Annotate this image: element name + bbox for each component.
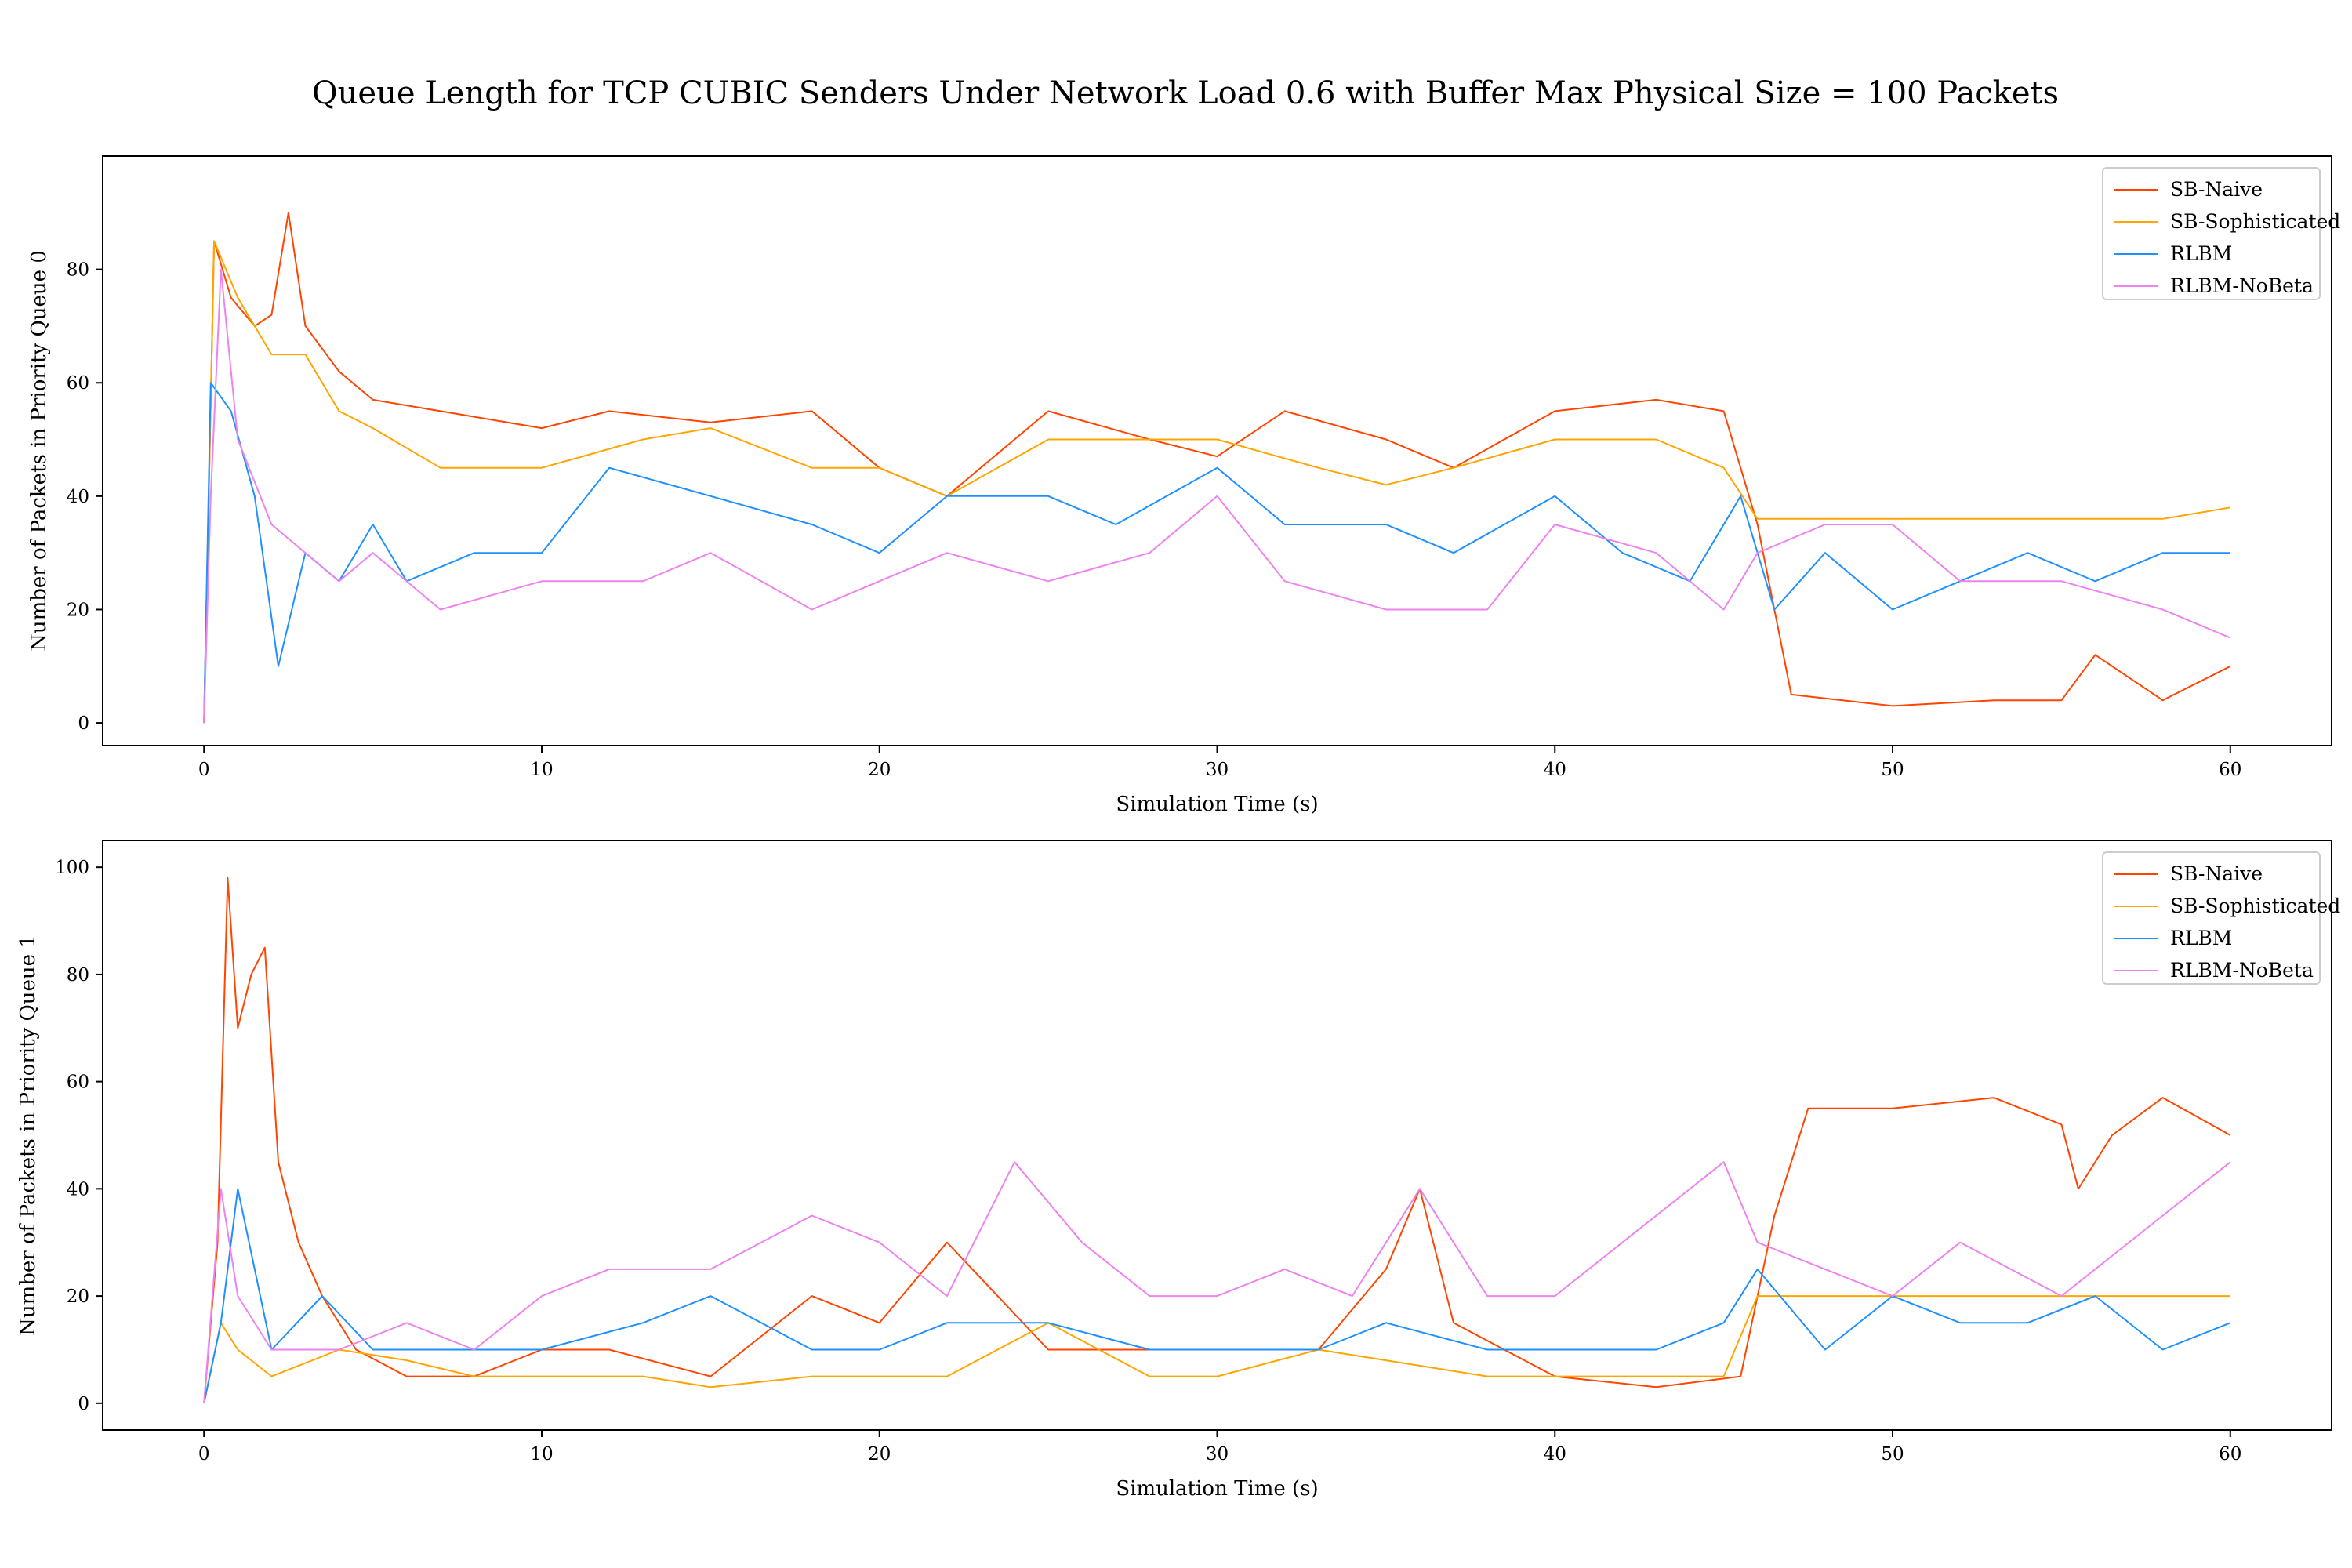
y-tick-label: 60 (67, 373, 89, 394)
legend-label-sb-naive: SB-Naive (2170, 862, 2263, 885)
legend: SB-Naive SB-Sophisticated RLBM RLBM-NoBeta (2102, 167, 2340, 300)
axes-frame (102, 840, 2332, 1431)
series-line-sb-naive (203, 212, 2231, 724)
x-tick-label: 0 (198, 760, 210, 780)
legend-label-rlbm-nobeta: RLBM-NoBeta (2170, 274, 2314, 297)
legend-label-rlbm: RLBM (2170, 927, 2232, 949)
legend: SB-Naive SB-Sophisticated RLBM RLBM-NoBeta (2102, 851, 2340, 985)
legend-label-sb-naive: SB-Naive (2170, 178, 2263, 201)
series-lines (203, 877, 2231, 1404)
x-tick-label: 60 (2219, 760, 2241, 780)
y-tick-label: 80 (67, 965, 89, 985)
y-tick-label: 40 (67, 487, 89, 507)
x-axis-label: Simulation Time (s) (1116, 793, 1318, 816)
x-tick-label: 10 (530, 760, 553, 780)
panel-0: 0 10 20 30 40 50 60 0 20 40 60 80 Simulation Time (s… (27, 155, 2340, 816)
axes-frame (102, 155, 2332, 746)
x-tick-label: 20 (868, 1444, 891, 1465)
x-tick-label: 30 (1206, 1444, 1229, 1465)
legend-label-sb-sophisticated: SB-Sophisticated (2170, 895, 2340, 917)
legend-label-rlbm-nobeta: RLBM-NoBeta (2170, 959, 2314, 982)
y-axis-label: Number of Packets in Priority Queue 1 (16, 935, 40, 1336)
x-axis-label: Simulation Time (s) (1116, 1477, 1318, 1501)
y-tick-label: 20 (67, 1287, 89, 1307)
x-tick-label: 20 (868, 760, 891, 780)
series-line-rlbm-nobeta (203, 1161, 2231, 1403)
legend-box (2102, 851, 2321, 985)
x-tick-label: 40 (1544, 1444, 1566, 1465)
legend-label-sb-sophisticated: SB-Sophisticated (2170, 210, 2340, 233)
x-tick-label: 60 (2219, 1444, 2241, 1465)
y-tick-label: 40 (67, 1179, 89, 1200)
y-tick-label: 0 (78, 713, 89, 734)
legend-label-rlbm: RLBM (2170, 242, 2232, 265)
panel-1: 0 10 20 30 40 50 60 0 20 40 60 80 100 Simulation Time… (16, 840, 2340, 1501)
series-line-sb-sophisticated (203, 1295, 2230, 1404)
figure-title: Queue Length for TCP CUBIC Senders Under… (312, 75, 2059, 111)
series-line-rlbm (203, 1188, 2231, 1404)
y-tick-label: 60 (67, 1073, 89, 1093)
y-axis-label: Number of Packets in Priority Queue 0 (27, 250, 51, 652)
series-lines (203, 212, 2231, 724)
x-tick-label: 10 (530, 1444, 553, 1465)
x-tick-label: 50 (1881, 1444, 1904, 1465)
y-tick-label: 20 (67, 600, 89, 620)
x-tick-label: 50 (1881, 760, 1904, 780)
series-line-rlbm-nobeta (203, 268, 2231, 724)
y-tick-label: 0 (78, 1394, 89, 1414)
y-tick-label: 80 (67, 260, 89, 281)
x-tick-label: 40 (1544, 760, 1566, 780)
legend-box (2102, 167, 2321, 300)
y-tick-label: 100 (55, 858, 89, 878)
x-tick-label: 0 (198, 1444, 210, 1465)
x-tick-label: 30 (1206, 760, 1229, 780)
series-line-sb-naive (203, 877, 2231, 1403)
series-line-sb-sophisticated (203, 240, 2230, 724)
